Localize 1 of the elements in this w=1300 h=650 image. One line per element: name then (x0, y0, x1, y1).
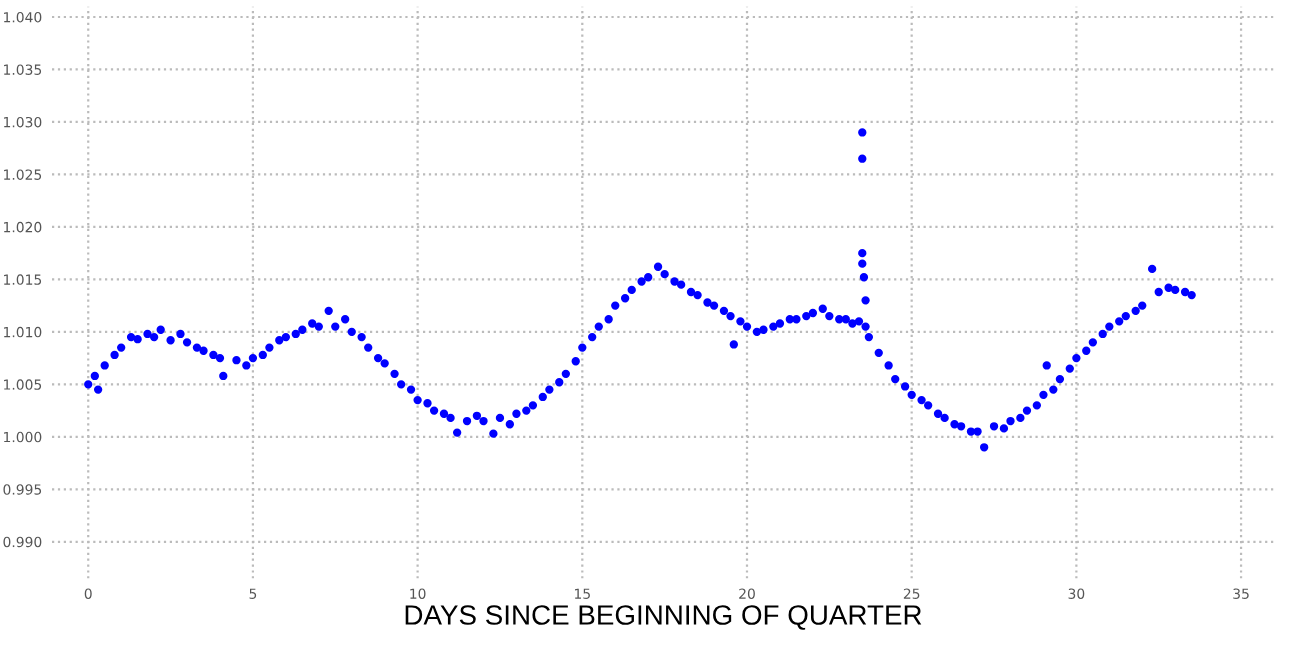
x-axis-title: DAYS SINCE BEGINNING OF QUARTER (405, 605, 922, 630)
